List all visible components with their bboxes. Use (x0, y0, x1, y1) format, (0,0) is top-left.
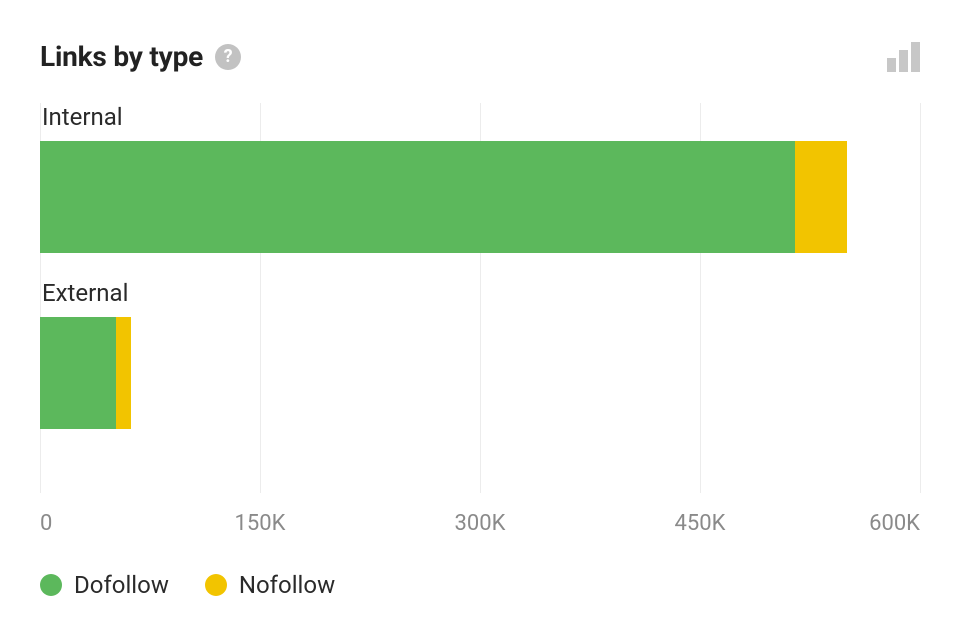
bar-segment-external-dofollow[interactable] (40, 317, 116, 429)
bar-segment-external-nofollow[interactable] (116, 317, 131, 429)
bar-chart-icon-bar (911, 42, 920, 72)
chart-area: Internal External (40, 103, 920, 493)
bar-track-internal (40, 141, 920, 253)
x-axis: 0 150K 300K 450K 600K (40, 511, 920, 541)
bar-row-label-internal: Internal (42, 103, 920, 131)
x-axis-tick-label: 600K (869, 511, 920, 536)
rows-wrap: Internal External (40, 103, 920, 429)
bar-chart-icon[interactable] (887, 42, 920, 72)
bar-row-internal: Internal (40, 103, 920, 253)
row-gap (40, 253, 920, 279)
gridline (920, 103, 921, 493)
bar-segment-internal-dofollow[interactable] (40, 141, 795, 253)
bar-row-label-external: External (42, 279, 920, 307)
bar-segment-internal-nofollow[interactable] (795, 141, 846, 253)
legend-item-dofollow[interactable]: Dofollow (40, 571, 169, 599)
x-axis-tick-label: 150K (235, 511, 286, 536)
x-axis-tick-label: 450K (675, 511, 726, 536)
bar-track-external (40, 317, 920, 429)
legend-label-dofollow: Dofollow (74, 571, 169, 599)
bar-chart-icon-bar (887, 58, 896, 72)
legend: Dofollow Nofollow (40, 571, 920, 599)
legend-swatch-nofollow (205, 574, 227, 596)
chart-plot: Internal External (40, 103, 920, 493)
legend-label-nofollow: Nofollow (239, 571, 335, 599)
legend-item-nofollow[interactable]: Nofollow (205, 571, 335, 599)
title-wrap: Links by type ? (40, 40, 241, 73)
card-header: Links by type ? (0, 40, 960, 103)
bar-chart-icon-bar (899, 50, 908, 72)
legend-swatch-dofollow (40, 574, 62, 596)
x-axis-tick-label: 0 (40, 511, 52, 536)
x-axis-tick-label: 300K (455, 511, 506, 536)
card-title: Links by type (40, 40, 203, 73)
links-by-type-card: Links by type ? Internal External 0 150K 30… (0, 0, 960, 636)
help-icon[interactable]: ? (215, 44, 241, 70)
bar-row-external: External (40, 279, 920, 429)
